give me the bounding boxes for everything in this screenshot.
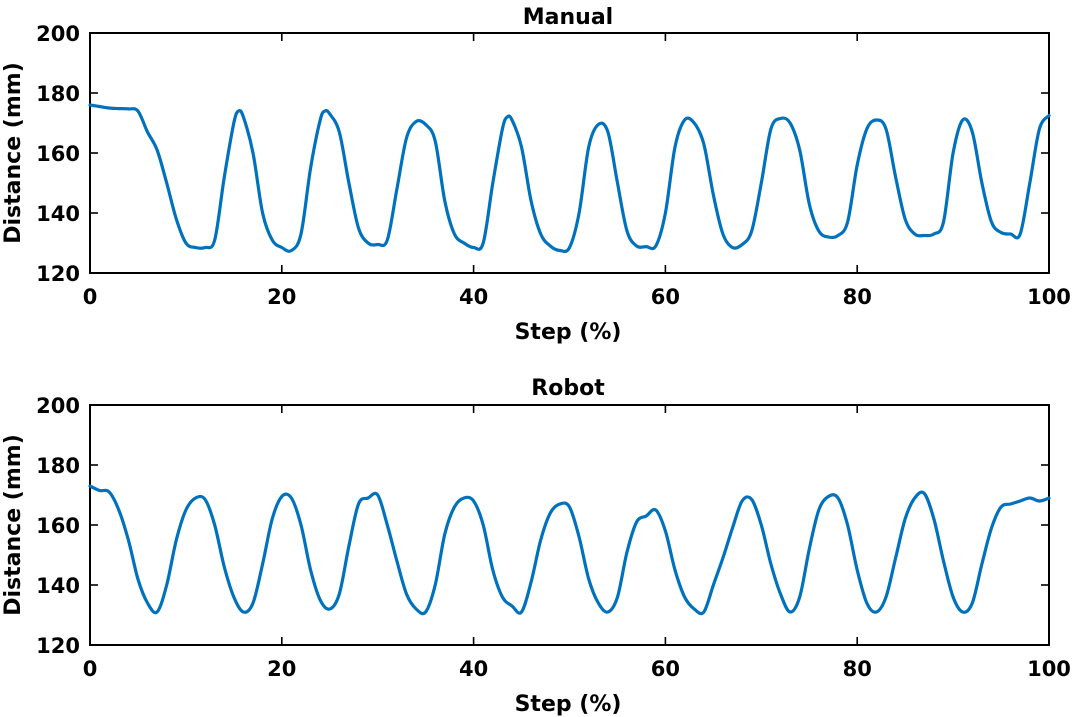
- x-tick-label: 60: [651, 285, 680, 309]
- y-tick-label: 140: [36, 202, 80, 226]
- x-tick-label: 100: [1027, 285, 1071, 309]
- x-tick-label: 20: [267, 285, 296, 309]
- y-tick-label: 140: [36, 574, 80, 598]
- y-tick-label: 160: [36, 514, 80, 538]
- x-tick-label: 20: [267, 657, 296, 681]
- y-tick-label: 180: [36, 454, 80, 478]
- y-axis-label: Distance (mm): [1, 62, 26, 244]
- x-axis-label: Step (%): [515, 692, 622, 717]
- y-tick-label: 120: [36, 262, 80, 286]
- series-line: [88, 484, 1051, 616]
- x-tick-label: 100: [1027, 657, 1071, 681]
- x-tick-label: 0: [83, 285, 98, 309]
- tick-group: 0 20 40 60 80 100 120 140 160 180 200: [36, 22, 1071, 309]
- y-tick-label: 200: [36, 394, 80, 418]
- y-tick-label: 120: [36, 634, 80, 658]
- series-line: [88, 103, 1051, 254]
- x-tick-label: 40: [459, 285, 488, 309]
- y-tick-label: 180: [36, 82, 80, 106]
- chart-manual: Manual Distance (mm) Step (%) 0 20 40 60 80 1…: [1, 5, 1071, 345]
- tick-group: 0 20 40 60 80 100 120 140 160 180 200: [36, 394, 1071, 681]
- chart-robot: Robot Distance (mm) Step (%) 0 20 40 60 80 10…: [1, 376, 1071, 717]
- x-tick-label: 80: [843, 285, 872, 309]
- plot-area: [89, 404, 1050, 646]
- x-tick-label: 80: [843, 657, 872, 681]
- y-tick-label: 160: [36, 142, 80, 166]
- chart-title: Manual: [523, 5, 613, 30]
- x-tick-label: 0: [83, 657, 98, 681]
- plot-area: [89, 32, 1050, 274]
- chart-title: Robot: [531, 376, 605, 401]
- x-tick-label: 60: [651, 657, 680, 681]
- y-axis-label: Distance (mm): [1, 434, 26, 616]
- y-tick-label: 200: [36, 22, 80, 46]
- x-tick-label: 40: [459, 657, 488, 681]
- x-axis-label: Step (%): [515, 320, 622, 345]
